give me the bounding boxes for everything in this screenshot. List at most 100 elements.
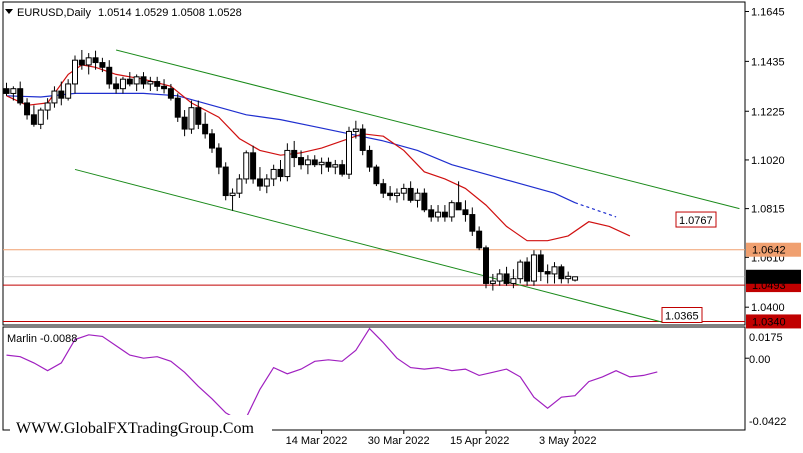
price-tag-box (675, 211, 717, 228)
candle-body (359, 128, 366, 151)
candle-body (3, 88, 10, 94)
candle-body (167, 88, 174, 99)
y-tick-label: 1.0400 (751, 302, 785, 314)
indicator-axis-label: 0.00 (749, 354, 770, 366)
candle-body (483, 247, 489, 284)
indicator-panel-border (2, 326, 746, 431)
candle-body (332, 164, 339, 168)
candle-body (572, 276, 579, 281)
candle-body (85, 57, 92, 66)
watermark-box (10, 415, 272, 439)
candle-body (181, 116, 188, 130)
candle-body (318, 161, 325, 166)
candles (3, 49, 579, 291)
y-tick-label: 1.1435 (751, 56, 785, 68)
candle-body (558, 266, 565, 280)
ohlc-readout: 1.0514 1.0529 1.0508 1.0528 (98, 7, 242, 19)
ma-fast-line (6, 64, 631, 242)
candle-body (243, 152, 250, 180)
price-tag-label: 1.0365 (665, 311, 699, 323)
candle-body (126, 78, 133, 85)
candle-body (565, 275, 572, 280)
candle-body (366, 149, 373, 168)
candle-body (476, 230, 483, 249)
watermark: WWW.GlobalFXTradingGroup.Com (16, 420, 254, 437)
price-tag-label: 1.0767 (679, 215, 713, 227)
candle-body (44, 102, 51, 111)
candle-body (92, 57, 99, 64)
candle-body (544, 271, 551, 275)
candle-body (517, 261, 524, 280)
candle-body (462, 209, 469, 216)
ma-slow-projection (574, 202, 617, 218)
candle-body (78, 59, 85, 66)
y-tick-label: 1.1020 (751, 155, 785, 167)
candle-body (229, 192, 236, 197)
x-tick-label: 15 Apr 2022 (450, 435, 509, 447)
candle-body (455, 202, 462, 211)
candle-body (270, 168, 277, 180)
candle-body (387, 192, 394, 197)
candle-body (435, 211, 442, 218)
candle-body (503, 273, 510, 284)
price-tag-box (661, 307, 703, 323)
x-tick-label: 14 Mar 2022 (286, 435, 348, 447)
level-label-box (746, 242, 801, 257)
candle-body (106, 66, 113, 85)
candle-body (380, 183, 387, 194)
candle-body (407, 187, 414, 201)
candle-body (119, 78, 126, 90)
candle-body (215, 147, 222, 168)
candle-body (428, 209, 435, 218)
candle-body (339, 164, 346, 175)
candle-body (298, 157, 305, 166)
candle-body (393, 192, 400, 197)
candle-body (72, 59, 78, 85)
candle-body (263, 178, 270, 187)
indicator-lines (3, 49, 745, 422)
candle-body (17, 88, 24, 104)
x-tick-label: 3 May 2022 (539, 435, 596, 447)
level-label: 1.0340 (752, 316, 786, 328)
candle-body (448, 202, 455, 218)
y-tick-label: 1.1645 (751, 7, 785, 19)
current-price-label: 1.0528 (752, 272, 786, 284)
candle-body (414, 192, 421, 201)
ma-slow-line (6, 92, 576, 204)
indicator-axis-label: 0.0175 (749, 332, 783, 344)
collapse-triangle-icon[interactable] (5, 9, 13, 14)
y-tick-label: 1.0815 (751, 204, 785, 216)
candle-body (99, 62, 106, 68)
candle-body (195, 107, 202, 125)
price-panel-border (2, 1, 746, 326)
candle-body (161, 85, 168, 90)
candle-body (469, 214, 476, 232)
candle-body (10, 88, 17, 94)
candle-body (489, 280, 496, 284)
candle-body (510, 278, 517, 284)
candle-body (256, 178, 263, 187)
candle-body (154, 81, 161, 87)
current-price-box (746, 269, 801, 284)
candle-body (133, 76, 140, 85)
candle-body (496, 273, 503, 282)
candle-body (188, 107, 195, 130)
y-tick-label: 1.1225 (751, 106, 785, 118)
candle-body (346, 130, 352, 175)
axis-labels: 1.16451.14351.12251.10201.08151.06101.04… (286, 7, 801, 447)
candle-body (551, 266, 558, 275)
candle-body (373, 166, 380, 185)
level-label: 1.0642 (752, 245, 786, 257)
channel-line (74, 168, 665, 324)
candle-body (147, 81, 154, 85)
level-label-box (746, 314, 801, 329)
indicator-label: Marlin -0.0088 (7, 333, 77, 345)
candle-body (524, 261, 531, 282)
candle-body (441, 211, 448, 218)
candle-body (250, 152, 257, 180)
candle-body (421, 192, 428, 211)
candle-body (140, 76, 147, 85)
candle-body (352, 128, 359, 132)
